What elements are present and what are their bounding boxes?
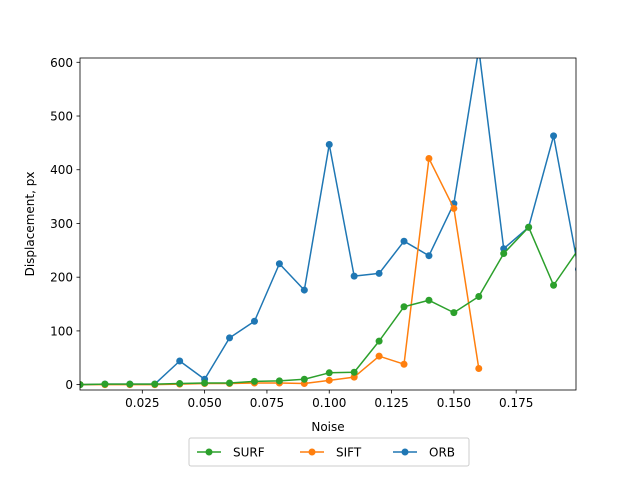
y-axis: 0 100 200 300 400 500 600 [50,56,80,392]
data-point-sift [450,204,458,212]
data-point-surf [226,379,234,387]
data-point-orb [375,269,383,277]
x-axis: 0.025 0.050 0.075 0.100 0.125 0.150 0.175 [125,390,533,410]
data-point-surf [550,281,558,289]
series-layer [80,58,576,389]
data-point-surf [475,293,483,301]
data-point-orb [176,357,184,365]
legend-marker [401,448,409,456]
data-point-surf [350,368,358,376]
data-point-surf [250,377,258,385]
y-tick-label: 600 [50,56,73,70]
data-point-surf [375,337,383,345]
data-point-surf [450,309,458,317]
data-point-surf [201,379,209,387]
legend-box [188,437,470,467]
data-point-orb [325,140,333,148]
data-point-surf [400,303,408,311]
y-axis-label: Displacement, px [23,172,37,277]
data-point-surf [176,380,184,388]
legend-item-sift: SIFT [300,446,362,460]
data-point-surf [325,369,333,377]
data-point-orb [550,132,558,140]
y-tick-label: 100 [50,324,73,338]
data-point-surf [525,223,533,231]
data-point-orb [425,252,433,260]
data-point-sift [475,365,483,373]
data-point-sift [375,352,383,360]
data-point-surf [101,380,109,388]
data-point-orb [226,334,234,342]
data-point-surf [425,296,433,304]
plot-frame [79,57,577,391]
data-point-surf [300,375,308,383]
legend-label: ORB [429,446,455,460]
legend-label: SURF [233,446,265,460]
legend-label: SIFT [336,446,362,460]
legend-marker [308,448,316,456]
data-point-surf [126,380,134,388]
y-tick-label: 400 [50,163,73,177]
x-tick-label: 0.075 [250,396,284,410]
data-point-surf [275,377,283,385]
x-tick-label: 0.100 [312,396,346,410]
data-point-orb [500,245,508,253]
data-point-sift [425,154,433,162]
x-tick-label: 0.025 [125,396,159,410]
y-tick-label: 300 [50,217,73,231]
x-tick-label: 0.175 [499,396,533,410]
y-tick-label: 500 [50,110,73,124]
x-axis-label: Noise [311,420,344,434]
series-surf [80,223,576,389]
data-point-surf [500,250,508,258]
x-tick-label: 0.125 [374,396,408,410]
data-point-surf [80,381,84,389]
x-tick-label: 0.150 [437,396,471,410]
data-point-sift [400,360,408,368]
data-point-orb [350,272,358,280]
legend-item-orb: ORB [393,446,455,460]
legend: SURF SIFT ORB [188,437,470,467]
data-point-orb [275,260,283,268]
legend-marker [205,448,213,456]
data-point-orb [250,317,258,325]
data-point-orb [300,286,308,294]
y-tick-label: 200 [50,271,73,285]
y-tick-label: 0 [65,378,73,392]
data-point-sift [325,376,333,384]
data-point-sift [350,373,358,381]
data-point-surf [151,380,159,388]
data-point-orb [400,237,408,245]
x-tick-label: 0.050 [187,396,221,410]
legend-item-surf: SURF [197,446,265,460]
